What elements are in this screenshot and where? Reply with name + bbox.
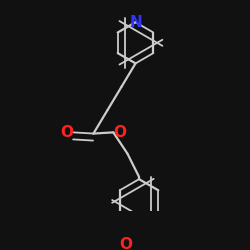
- Text: O: O: [120, 237, 133, 250]
- Text: N: N: [129, 15, 142, 30]
- Text: O: O: [60, 125, 74, 140]
- Text: O: O: [113, 125, 126, 140]
